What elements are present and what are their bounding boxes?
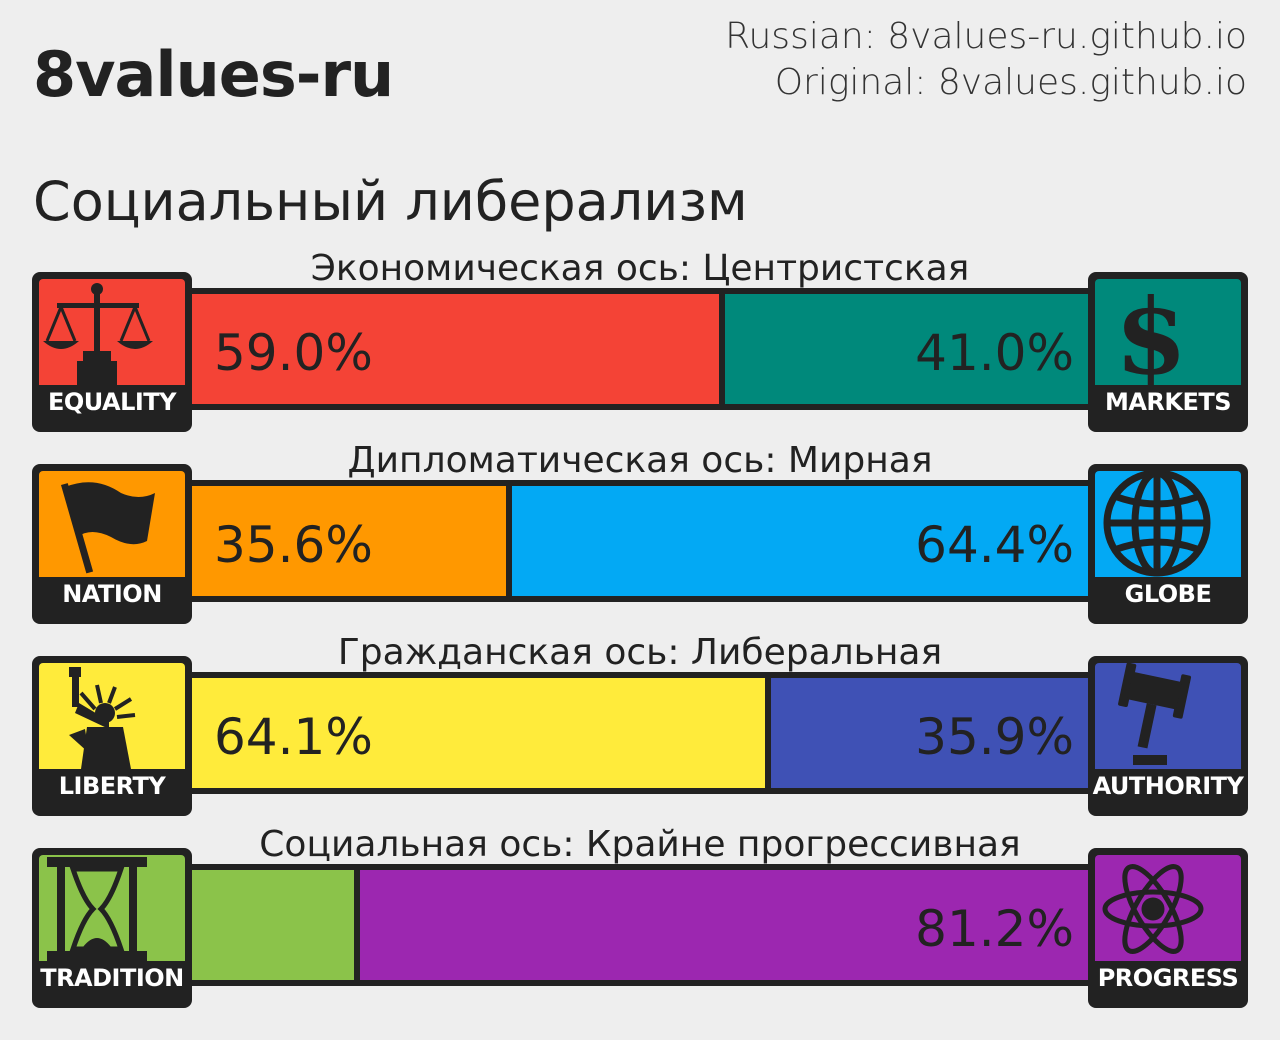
axis-bar: 64.1% 35.9% (180, 672, 1100, 794)
bar-segment-globe: 64.4% (512, 486, 1094, 596)
axis-bar: 59.0% 41.0% (180, 288, 1100, 410)
axis-row: Экономическая ось: Центристская 59.0% 41.0… (0, 248, 1280, 452)
icon-label-authority: AUTHORITY (1092, 772, 1244, 800)
bar-segment-progress: 81.2% (360, 870, 1094, 980)
axis-row: Дипломатическая ось: Мирная 35.6% 64.4% NA… (0, 440, 1280, 644)
axis-title: Дипломатическая ось: Мирная (347, 440, 933, 481)
icon-label-tradition: TRADITION (40, 964, 184, 992)
russian-site-link[interactable]: Russian: 8values-ru.github.io (725, 16, 1247, 57)
percent-label-authority: 35.9% (915, 708, 1074, 766)
icon-label-markets: MARKETS (1104, 388, 1232, 416)
icon-label-nation: NATION (62, 580, 162, 608)
icon-box-authority: AUTHORITY (1088, 656, 1248, 816)
icon-box-markets: $ MARKETS (1088, 272, 1248, 432)
svg-text:$: $ (1115, 279, 1187, 385)
icon-label-equality: EQUALITY (47, 388, 177, 416)
ideology-result: Социальный либерализм (33, 170, 748, 233)
icon-box-liberty: LIBERTY (32, 656, 192, 816)
bar-segment-tradition (186, 870, 354, 980)
statue-of-liberty-icon (39, 663, 185, 769)
percent-label-nation: 35.6% (214, 516, 373, 574)
percent-label-markets: 41.0% (915, 324, 1074, 382)
icon-box-progress: PROGRESS (1088, 848, 1248, 1008)
axis-bar: 35.6% 64.4% (180, 480, 1100, 602)
icon-box-globe: GLOBE (1088, 464, 1248, 624)
icon-box-equality: EQUALITY (32, 272, 192, 432)
flag-icon (39, 471, 185, 577)
scales-icon (39, 279, 185, 385)
axis-row: Социальная ось: Крайне прогрессивная 81.2… (0, 824, 1280, 1028)
site-title: 8values-ru (33, 38, 394, 111)
axis-title: Социальная ось: Крайне прогрессивная (259, 824, 1021, 865)
atom-icon (1095, 855, 1241, 961)
percent-label-liberty: 64.1% (214, 708, 373, 766)
percent-label-equality: 59.0% (214, 324, 373, 382)
percent-label-progress: 81.2% (915, 900, 1074, 958)
bar-segment-nation: 35.6% (186, 486, 506, 596)
icon-label-liberty: LIBERTY (58, 772, 166, 800)
bar-segment-markets: 41.0% (725, 294, 1094, 404)
dollar-icon: $ (1095, 279, 1241, 385)
site-links: Russian: 8values-ru.github.io Original: … (725, 14, 1247, 106)
bar-segment-authority: 35.9% (771, 678, 1094, 788)
axis-title: Экономическая ось: Центристская (310, 248, 970, 289)
original-site-link[interactable]: Original: 8values.github.io (774, 62, 1247, 103)
axis-bar: 81.2% (180, 864, 1100, 986)
icon-label-progress: PROGRESS (1097, 964, 1239, 992)
globe-icon (1095, 471, 1241, 577)
gavel-icon (1095, 663, 1241, 769)
icon-box-tradition: TRADITION (32, 848, 192, 1008)
axis-title: Гражданская ось: Либеральная (337, 632, 943, 673)
bar-segment-liberty: 64.1% (186, 678, 765, 788)
bar-segment-equality: 59.0% (186, 294, 719, 404)
icon-box-nation: NATION (32, 464, 192, 624)
icon-label-globe: GLOBE (1124, 580, 1212, 608)
axis-row: Гражданская ось: Либеральная 64.1% 35.9% L… (0, 632, 1280, 836)
percent-label-globe: 64.4% (915, 516, 1074, 574)
hourglass-icon (39, 855, 185, 961)
